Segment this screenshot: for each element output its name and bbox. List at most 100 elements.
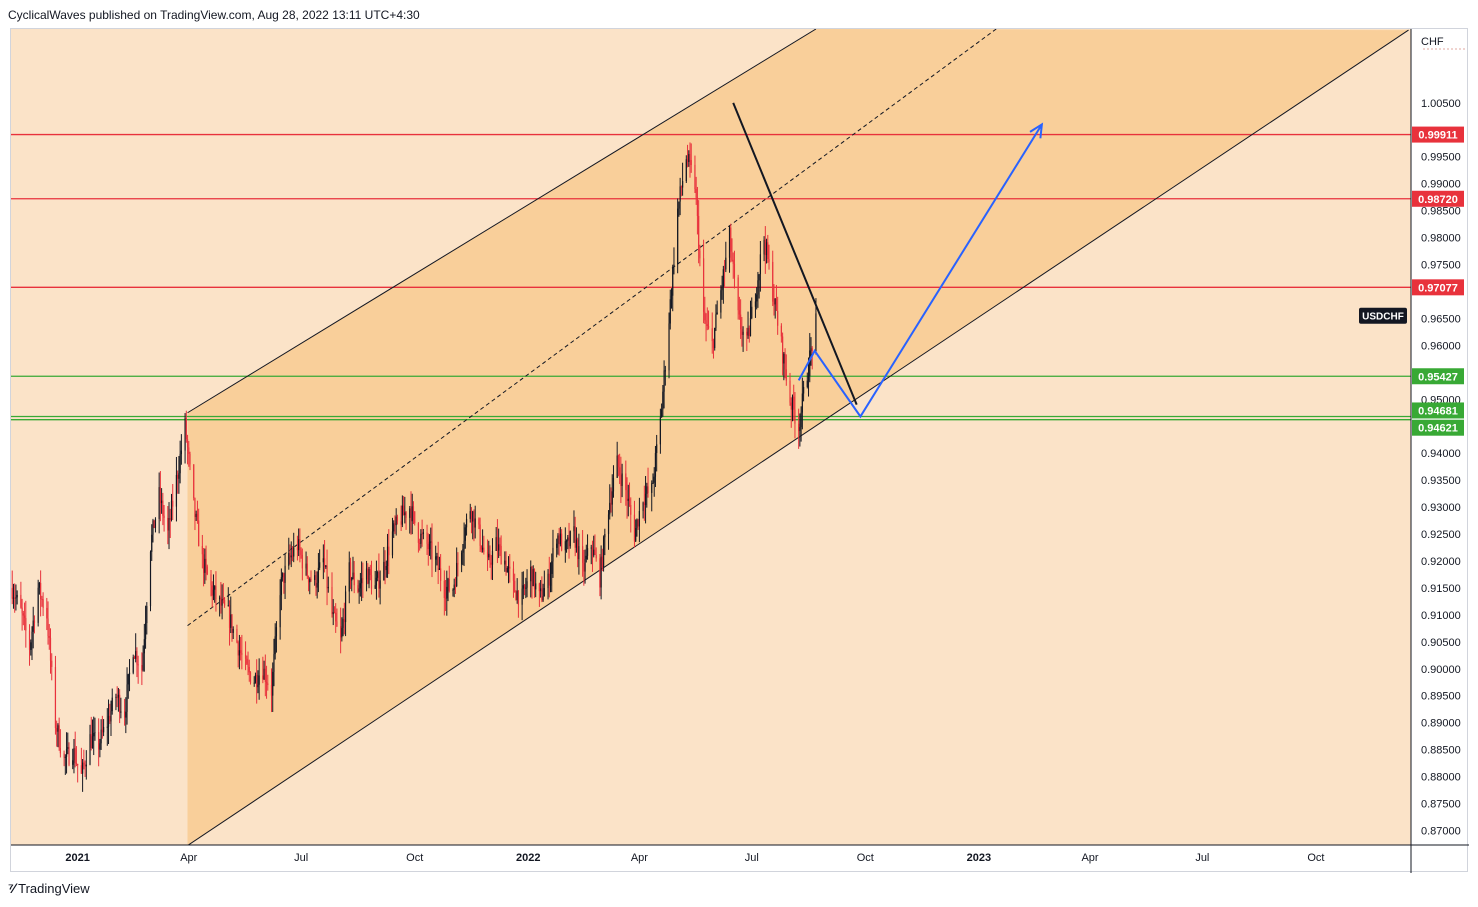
candle-body	[238, 650, 240, 656]
candle-body	[628, 498, 631, 506]
candle-body	[282, 573, 284, 578]
candle-body	[341, 627, 343, 638]
candle-body	[142, 653, 144, 671]
candle-body	[584, 559, 586, 572]
candle-body	[316, 582, 318, 588]
candle-body	[482, 547, 484, 550]
price-tick-label: 0.94000	[1421, 448, 1461, 460]
candle-body	[664, 370, 666, 372]
candle-body	[712, 341, 715, 349]
candle-body	[756, 294, 758, 302]
candle-body	[74, 748, 76, 763]
candle-body	[780, 325, 782, 337]
candle-body	[395, 516, 397, 526]
candle-body	[274, 636, 276, 655]
candle-body	[426, 532, 428, 544]
candle-body	[37, 587, 39, 623]
candle-body	[56, 728, 58, 732]
time-tick-label: Oct	[1307, 852, 1324, 864]
candle-body	[523, 585, 526, 589]
candle-body	[228, 605, 231, 628]
candle-body	[89, 734, 91, 765]
candle-body	[551, 561, 553, 574]
candle-body	[601, 556, 603, 568]
candle-body	[456, 562, 458, 587]
candle-body	[394, 523, 396, 526]
candle-body	[470, 511, 473, 522]
candle-body	[662, 391, 664, 410]
candle-body	[169, 518, 171, 520]
candle-body	[464, 527, 466, 541]
candle-body	[23, 615, 26, 619]
level-price-tag	[1412, 190, 1464, 207]
candle-body	[773, 301, 775, 305]
candle-body	[473, 511, 475, 528]
level-price-label: 0.94621	[1418, 423, 1458, 435]
candle-body	[21, 607, 23, 614]
candle-body	[758, 274, 760, 281]
candle-body	[751, 306, 753, 319]
candle-body	[327, 586, 329, 589]
candle-body	[283, 573, 285, 583]
candle-body	[57, 725, 59, 732]
candle-body	[463, 540, 465, 550]
candle-body	[798, 423, 800, 432]
level-price-label: 0.95427	[1418, 371, 1458, 383]
candle-body	[559, 533, 561, 545]
time-tick-label: 2022	[516, 852, 540, 864]
candle-body	[419, 542, 421, 544]
candle-body	[41, 598, 43, 600]
candle-body	[64, 756, 66, 758]
candle-body	[357, 585, 359, 592]
candle-body	[809, 350, 811, 376]
level-price-tag	[1412, 402, 1464, 419]
candle-body	[323, 558, 326, 567]
candle-body	[309, 579, 311, 583]
candle-body	[177, 474, 179, 479]
candle-body	[548, 573, 550, 586]
candle-body	[777, 310, 779, 326]
candle-body	[517, 590, 520, 605]
candle-body	[33, 620, 36, 623]
candle-body	[331, 586, 333, 615]
candle-body	[342, 618, 344, 628]
candle-body	[679, 186, 681, 202]
candle-body	[500, 545, 502, 565]
candle-body	[725, 257, 727, 270]
price-tick-label: 0.99000	[1421, 179, 1461, 191]
candle-body	[369, 569, 371, 576]
candle-body	[723, 269, 726, 271]
price-tick-label: 0.87000	[1421, 825, 1461, 837]
candle-body	[673, 264, 675, 267]
candle-body	[815, 313, 817, 352]
candle-body	[195, 513, 197, 517]
candle-body	[594, 549, 596, 555]
price-tick-label: 1.00500	[1421, 98, 1461, 110]
candle-body	[504, 560, 506, 565]
candle-body	[298, 539, 300, 551]
candle-body	[604, 534, 606, 538]
price-tick-label: 0.97500	[1421, 260, 1461, 272]
chart-panel[interactable]: CHF 1.00500 0.99500 0.99000 0.98500 0.98000 0.…	[10, 28, 1469, 873]
candle-body	[231, 614, 233, 633]
candle-body	[521, 588, 523, 605]
price-chart[interactable]: CHF 1.00500 0.99500 0.99000 0.98500 0.98000 0.…	[11, 29, 1469, 873]
candle-body	[540, 588, 542, 592]
candle-body	[772, 261, 774, 302]
candle-body	[765, 242, 768, 256]
candle-body	[332, 611, 334, 615]
candle-body	[498, 544, 500, 551]
candle-body	[106, 726, 108, 728]
candle-body	[265, 681, 268, 684]
candle-body	[30, 642, 32, 650]
candle-body	[698, 215, 700, 251]
candle-body	[402, 505, 405, 516]
candle-body	[141, 665, 143, 671]
candle-body	[230, 614, 232, 628]
candle-body	[377, 571, 379, 578]
candle-body	[678, 201, 680, 209]
candle-body	[420, 533, 422, 544]
candle-body	[643, 502, 645, 505]
candle-body	[785, 369, 787, 381]
candle-body	[602, 537, 605, 568]
